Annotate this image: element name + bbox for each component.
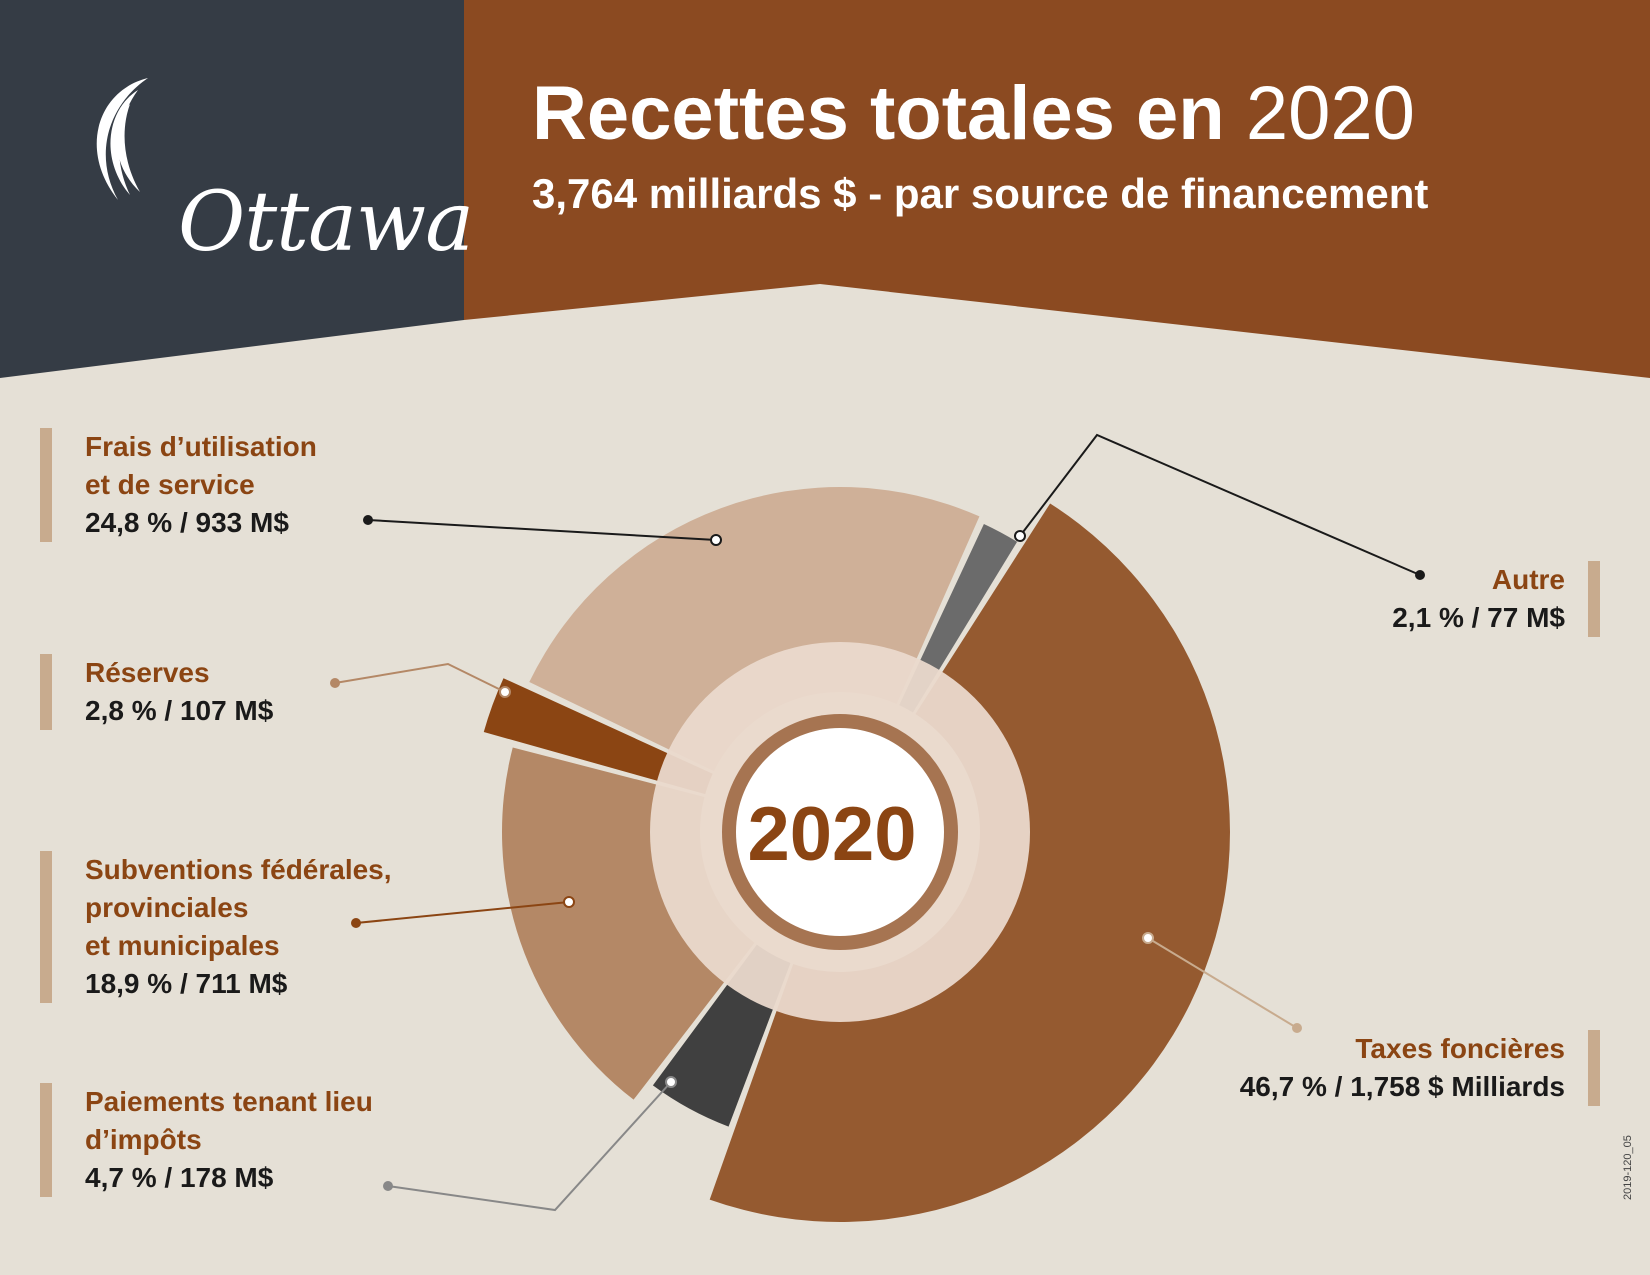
leader-taxes <box>1147 937 1298 1029</box>
label-bar <box>40 1083 52 1197</box>
label-taxes: Taxes foncières 46,7 % / 1,758 $ Milliar… <box>1239 1030 1600 1106</box>
label-paiements-value: 4,7 % / 178 M$ <box>85 1162 274 1193</box>
label-subventions-value: 18,9 % / 711 M$ <box>85 968 288 999</box>
leader-frais <box>367 519 717 541</box>
label-bar <box>1588 1030 1600 1106</box>
dark-header-panel <box>0 0 464 378</box>
leader-end-autre <box>1014 530 1026 542</box>
leader-end-paiements <box>665 1076 677 1088</box>
leader-autre <box>1019 433 1421 576</box>
label-paiements: Paiements tenant lieu d’impôts 4,7 % / 1… <box>40 1083 373 1197</box>
label-autre-line1: Autre <box>1491 564 1565 595</box>
label-frais-line1: Frais d’utilisation <box>85 431 317 462</box>
document-code: 2019-120_05 <box>1622 1135 1634 1200</box>
leader-dot-paiements <box>383 1181 393 1191</box>
label-bar <box>40 428 52 542</box>
logo-text: Ottawa <box>178 175 474 270</box>
leader-end-taxes <box>1142 932 1154 944</box>
leader-end-subventions <box>563 896 575 908</box>
slice-taxes-fonci-res <box>709 503 1231 1222</box>
label-reserves-value: 2,8 % / 107 M$ <box>85 695 274 726</box>
leader-paiements <box>387 1081 672 1212</box>
label-frais: Frais d’utilisation et de service 24,8 %… <box>40 428 317 542</box>
label-subventions-line3: et municipales <box>85 930 280 961</box>
title-text: Recettes totales en <box>532 71 1225 156</box>
label-bar <box>40 654 52 730</box>
label-bar <box>1588 561 1600 637</box>
label-reserves-line1: Réserves <box>85 657 210 688</box>
page-title: Recettes totales en 2020 <box>532 70 1415 157</box>
ottawa-logo: Ottawa <box>78 70 474 270</box>
label-subventions-line2: provinciales <box>85 892 249 923</box>
label-paiements-line1: Paiements tenant lieu <box>85 1086 373 1117</box>
leader-dot-reserves <box>330 678 340 688</box>
label-frais-line2: et de service <box>85 469 255 500</box>
leader-dot-autre <box>1415 570 1425 580</box>
label-autre-value: 2,1 % / 77 M$ <box>1392 602 1565 633</box>
slice-r-serves <box>483 678 713 795</box>
center-disc <box>736 728 944 936</box>
label-taxes-line1: Taxes foncières <box>1355 1033 1565 1064</box>
label-subventions: Subventions fédérales, provinciales et m… <box>40 851 392 1003</box>
leader-subventions <box>355 901 570 924</box>
label-subventions-line1: Subventions fédérales, <box>85 854 392 885</box>
label-reserves: Réserves 2,8 % / 107 M$ <box>40 654 274 730</box>
leader-dot-subventions <box>351 918 361 928</box>
slice-frais-d-utilisation-et-de-service <box>529 487 980 772</box>
leader-dot-frais <box>363 515 373 525</box>
label-frais-value: 24,8 % / 933 M$ <box>85 507 289 538</box>
brown-header-panel <box>464 0 1650 378</box>
leader-end-frais <box>710 534 722 546</box>
page-subtitle: 3,764 milliards $ - par source de financ… <box>532 170 1429 217</box>
label-taxes-value: 46,7 % / 1,758 $ Milliards <box>1239 1071 1565 1102</box>
leader-lines <box>330 433 1425 1212</box>
leader-dot-taxes <box>1292 1023 1302 1033</box>
title-year: 2020 <box>1245 71 1415 156</box>
leader-end-reserves <box>499 686 511 698</box>
label-bar <box>40 851 52 1003</box>
label-paiements-line2: d’impôts <box>85 1124 202 1155</box>
chart-slices <box>483 487 1231 1222</box>
leader-reserves <box>334 662 506 693</box>
label-autre: Autre 2,1 % / 77 M$ <box>1392 561 1600 637</box>
center-label: 2020 <box>747 792 916 877</box>
logo-swoosh-icon <box>96 78 148 200</box>
